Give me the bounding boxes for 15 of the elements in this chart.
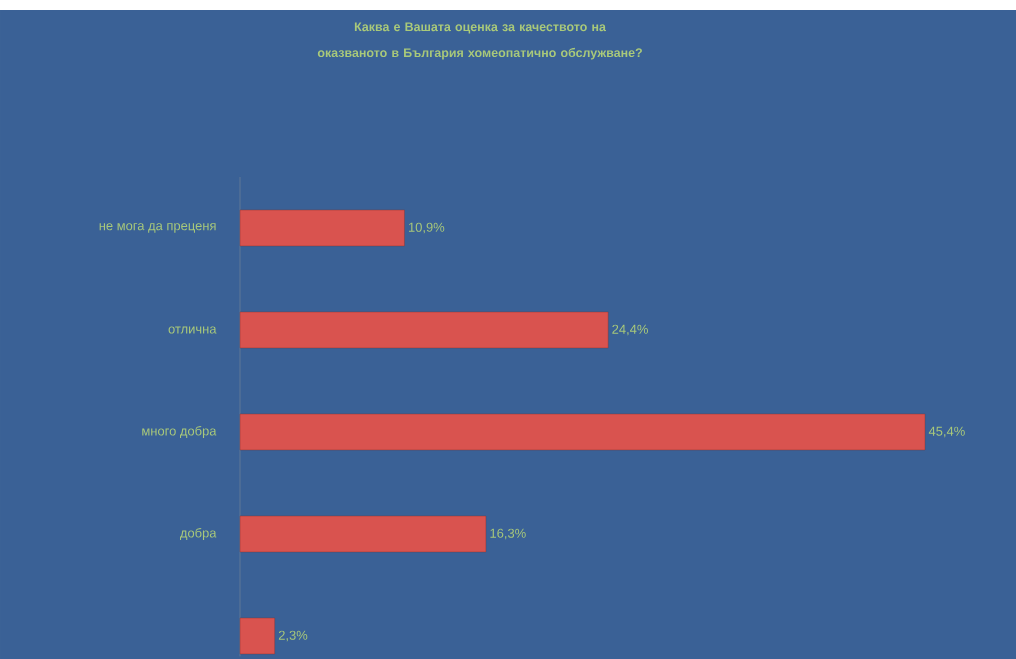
bar	[239, 209, 405, 247]
bar	[239, 413, 926, 451]
data-label: 10,9%	[408, 222, 445, 234]
chart-title: Каква е Вашата оценка за качеството на оказваното в България хомеопатично обслужване?	[317, 22, 642, 60]
data-label: 16,3%	[490, 528, 526, 540]
y-tick-label: отлична	[168, 326, 217, 334]
y-tick-label: не мога да преценя	[99, 223, 216, 233]
bar	[239, 311, 609, 349]
y-tick-label: добра	[180, 527, 217, 541]
bar	[239, 515, 487, 553]
y-tick-label: много добра	[142, 425, 217, 439]
data-label: 24,4%	[612, 324, 648, 336]
data-label: 2,3%	[278, 630, 308, 642]
bar	[239, 617, 275, 655]
data-label: 45,4%	[928, 426, 965, 438]
